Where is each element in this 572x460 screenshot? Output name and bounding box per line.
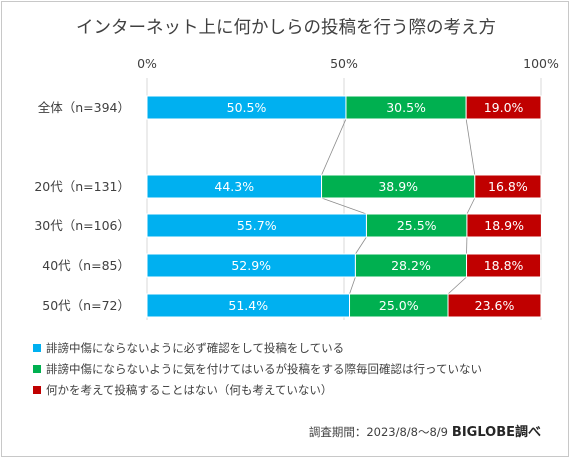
series-line: [321, 197, 367, 215]
bar-segment: [466, 253, 542, 278]
data-label: 19.0%: [484, 100, 524, 115]
series-line: [321, 118, 347, 176]
category-label: 30代（n=106）: [34, 218, 130, 233]
source-label: BIGLOBE調べ: [452, 424, 541, 440]
category-label: 20代（n=131）: [34, 179, 130, 194]
data-label: 51.4%: [228, 298, 268, 313]
legend-swatch: [33, 386, 41, 394]
data-label: 28.2%: [391, 258, 431, 273]
data-label: 16.8%: [488, 179, 528, 194]
bar-segment: [466, 213, 542, 238]
legend-label: 誹謗中傷にならないように必ず確認をして投稿をしている: [46, 341, 344, 355]
x-tick-label: 0%: [137, 56, 157, 71]
data-label: 55.7%: [237, 218, 277, 233]
data-label: 38.9%: [378, 179, 418, 194]
legend-swatch: [33, 365, 41, 373]
x-axis-ticks: 0% 50% 100%: [137, 56, 559, 71]
legend-label: 誹謗中傷にならないように気を付けてはいるが投稿をする際毎回確認は行っていない: [46, 362, 482, 376]
survey-period: 調査期間：2023/8/8～8/9: [309, 425, 448, 439]
bars: 50.5% 30.5% 19.0% 44.3% 38.9% 16.8% 55.7% 25.5%…: [146, 95, 542, 318]
legend-label: 何かを考えて投稿することはない（何も考えていない）: [46, 383, 332, 397]
series-line: [349, 276, 356, 295]
data-label: 18.9%: [484, 218, 524, 233]
series-line: [447, 276, 467, 295]
chart-title: インターネット上に何かしらの投稿を行う際の考え方: [76, 18, 496, 38]
series-lines: [321, 118, 476, 295]
data-label: 23.6%: [475, 298, 515, 313]
legend: 誹謗中傷にならないように必ず確認をして投稿をしている誹謗中傷にならないように気を…: [33, 341, 482, 397]
x-tick-label: 50%: [330, 56, 358, 71]
series-line: [466, 197, 476, 215]
category-label: 全体（n=394）: [38, 100, 130, 115]
data-label: 25.5%: [397, 218, 437, 233]
x-tick-label: 100%: [523, 56, 559, 71]
series-line: [465, 118, 476, 176]
data-label: 25.0%: [379, 298, 419, 313]
bar-segment: [465, 95, 542, 120]
category-labels: 全体（n=394） 20代（n=131） 30代（n=106） 40代（n=85） 50…: [34, 100, 130, 313]
data-label: 30.5%: [386, 100, 426, 115]
data-label: 18.8%: [484, 258, 524, 273]
bar-segment: [447, 293, 542, 318]
category-label: 40代（n=85）: [42, 258, 130, 273]
data-label: 50.5%: [227, 100, 267, 115]
data-label: 44.3%: [214, 179, 254, 194]
category-label: 50代（n=72）: [42, 298, 130, 313]
series-line: [355, 236, 367, 255]
legend-swatch: [33, 344, 41, 352]
bar-segment: [474, 174, 542, 199]
data-label: 52.9%: [231, 258, 271, 273]
